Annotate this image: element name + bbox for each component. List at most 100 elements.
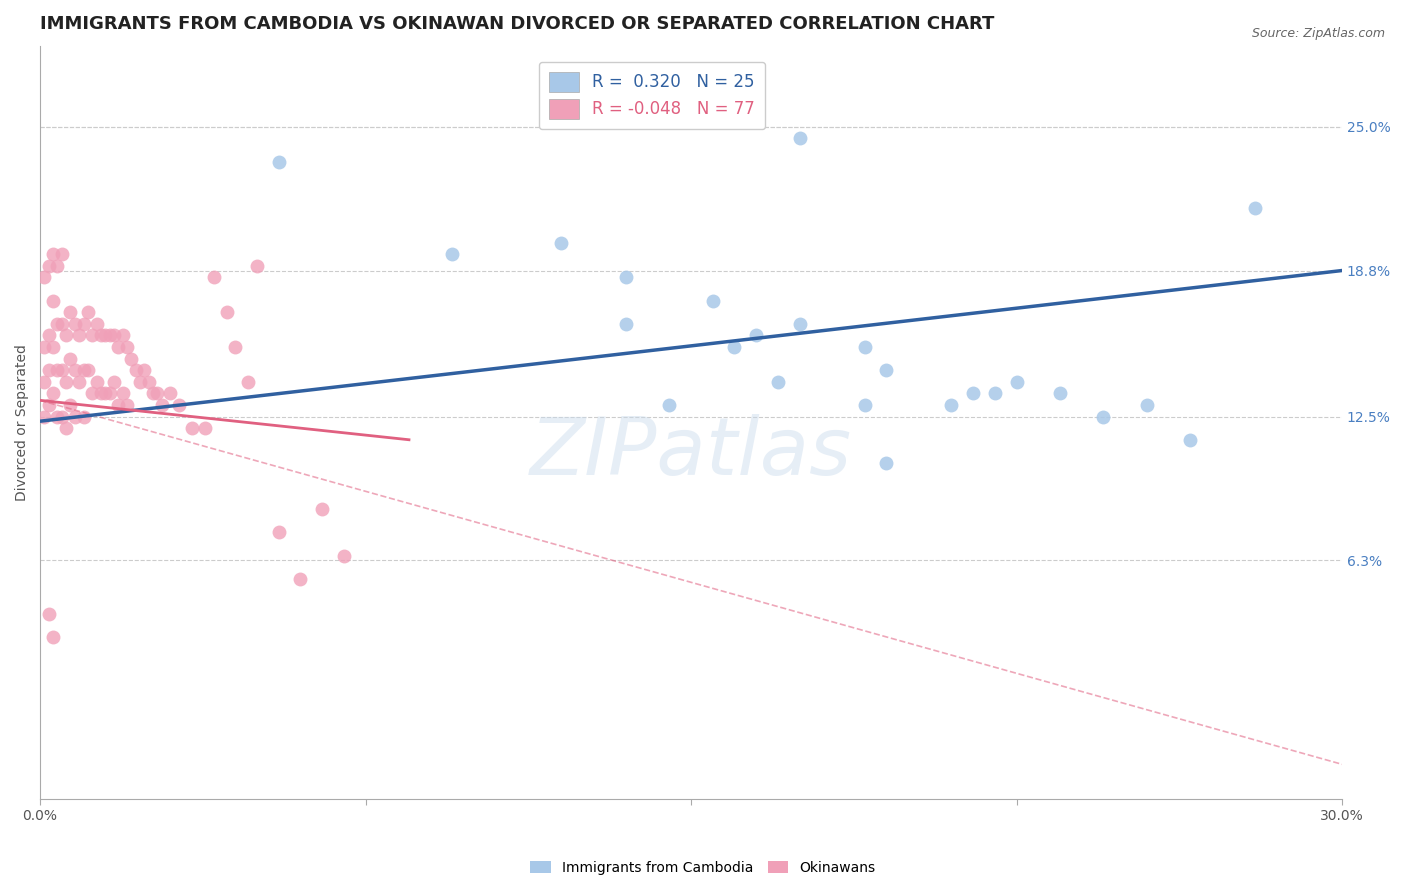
Point: [76, 305, 98, 319]
Point: [142, 386, 165, 401]
Point: [1178, 433, 1201, 447]
Point: [98, 328, 121, 343]
Point: [51, 317, 73, 331]
Point: [181, 421, 204, 435]
Point: [98, 386, 121, 401]
Point: [246, 259, 269, 273]
Point: [107, 340, 129, 354]
Point: [67, 328, 90, 343]
Point: [63, 363, 86, 377]
Point: [42, 386, 65, 401]
Point: [42, 247, 65, 261]
Point: [46, 259, 69, 273]
Point: [38, 607, 60, 621]
Point: [72, 363, 94, 377]
Point: [63, 409, 86, 424]
Legend: Immigrants from Cambodia, Okinawans: Immigrants from Cambodia, Okinawans: [524, 855, 882, 880]
Point: [76, 363, 98, 377]
Point: [333, 549, 356, 563]
Point: [51, 363, 73, 377]
Point: [55, 328, 77, 343]
Point: [1136, 398, 1159, 412]
Point: [267, 525, 290, 540]
Point: [46, 363, 69, 377]
Point: [55, 375, 77, 389]
Point: [853, 340, 876, 354]
Point: [86, 375, 108, 389]
Point: [1049, 386, 1071, 401]
Point: [94, 386, 117, 401]
Point: [86, 317, 108, 331]
Point: [107, 398, 129, 412]
Point: [702, 293, 724, 308]
Point: [82, 386, 104, 401]
Point: [129, 375, 152, 389]
Point: [853, 398, 876, 412]
Point: [103, 375, 125, 389]
Point: [311, 502, 333, 516]
Point: [34, 375, 56, 389]
Point: [38, 259, 60, 273]
Point: [46, 409, 69, 424]
Point: [745, 328, 768, 343]
Point: [984, 386, 1007, 401]
Point: [150, 398, 173, 412]
Point: [1005, 375, 1028, 389]
Point: [103, 328, 125, 343]
Point: [658, 398, 681, 412]
Point: [59, 305, 82, 319]
Point: [224, 340, 246, 354]
Point: [72, 409, 94, 424]
Point: [789, 317, 811, 331]
Text: Source: ZipAtlas.com: Source: ZipAtlas.com: [1251, 27, 1385, 40]
Point: [42, 340, 65, 354]
Point: [51, 247, 73, 261]
Point: [38, 398, 60, 412]
Text: ZIPatlas: ZIPatlas: [530, 414, 852, 491]
Point: [120, 351, 142, 366]
Point: [789, 131, 811, 145]
Point: [194, 421, 217, 435]
Point: [167, 398, 190, 412]
Point: [38, 328, 60, 343]
Point: [111, 328, 134, 343]
Point: [42, 293, 65, 308]
Point: [267, 154, 290, 169]
Point: [723, 340, 745, 354]
Point: [51, 409, 73, 424]
Point: [82, 328, 104, 343]
Point: [72, 317, 94, 331]
Point: [441, 247, 464, 261]
Point: [90, 328, 112, 343]
Point: [766, 375, 789, 389]
Point: [34, 340, 56, 354]
Point: [238, 375, 260, 389]
Point: [115, 340, 138, 354]
Point: [34, 409, 56, 424]
Point: [875, 363, 897, 377]
Point: [46, 317, 69, 331]
Point: [614, 270, 637, 285]
Point: [38, 363, 60, 377]
Point: [614, 317, 637, 331]
Point: [941, 398, 963, 412]
Point: [90, 386, 112, 401]
Point: [159, 386, 181, 401]
Point: [94, 328, 117, 343]
Text: IMMIGRANTS FROM CAMBODIA VS OKINAWAN DIVORCED OR SEPARATED CORRELATION CHART: IMMIGRANTS FROM CAMBODIA VS OKINAWAN DIV…: [41, 15, 994, 33]
Point: [138, 375, 160, 389]
Point: [42, 630, 65, 644]
Point: [550, 235, 572, 250]
Y-axis label: Divorced or Separated: Divorced or Separated: [15, 344, 30, 500]
Point: [115, 398, 138, 412]
Point: [962, 386, 984, 401]
Point: [134, 363, 156, 377]
Point: [290, 572, 312, 586]
Point: [1092, 409, 1115, 424]
Point: [875, 456, 897, 470]
Point: [55, 421, 77, 435]
Point: [202, 270, 225, 285]
Point: [59, 351, 82, 366]
Point: [67, 375, 90, 389]
Point: [215, 305, 238, 319]
